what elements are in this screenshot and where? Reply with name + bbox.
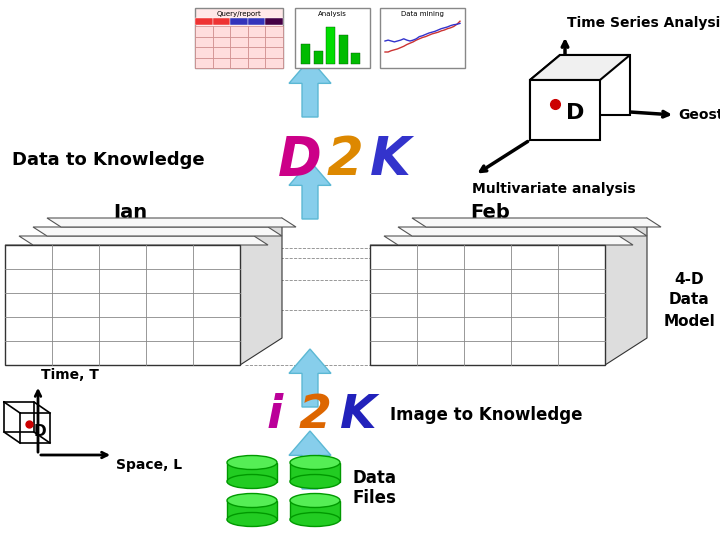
Text: Jan: Jan [113, 203, 147, 222]
Polygon shape [384, 236, 633, 245]
Ellipse shape [290, 456, 340, 469]
FancyBboxPatch shape [248, 57, 266, 68]
FancyBboxPatch shape [301, 44, 310, 64]
Ellipse shape [227, 494, 277, 508]
FancyBboxPatch shape [195, 26, 212, 37]
Polygon shape [370, 245, 619, 254]
Polygon shape [605, 218, 647, 365]
Polygon shape [530, 55, 630, 80]
Ellipse shape [290, 512, 340, 526]
FancyBboxPatch shape [195, 47, 212, 57]
Polygon shape [47, 218, 296, 227]
FancyBboxPatch shape [248, 37, 266, 47]
Text: Image to Knowledge: Image to Knowledge [390, 406, 582, 424]
FancyBboxPatch shape [195, 57, 212, 68]
FancyBboxPatch shape [380, 8, 465, 68]
Text: Space, L: Space, L [116, 458, 182, 472]
FancyBboxPatch shape [266, 47, 283, 57]
FancyBboxPatch shape [290, 501, 340, 519]
FancyBboxPatch shape [339, 36, 348, 64]
Text: Data mining: Data mining [401, 11, 444, 17]
FancyBboxPatch shape [266, 37, 283, 47]
Polygon shape [560, 55, 630, 115]
FancyBboxPatch shape [5, 245, 240, 365]
FancyBboxPatch shape [212, 18, 230, 25]
Text: 4-D
Data
Model: 4-D Data Model [663, 272, 715, 328]
Polygon shape [289, 59, 331, 117]
FancyBboxPatch shape [195, 8, 283, 68]
FancyBboxPatch shape [266, 57, 283, 68]
FancyBboxPatch shape [212, 47, 230, 57]
Polygon shape [5, 245, 254, 254]
Ellipse shape [290, 475, 340, 489]
Polygon shape [33, 227, 282, 236]
FancyBboxPatch shape [195, 37, 212, 47]
FancyBboxPatch shape [212, 57, 230, 68]
FancyBboxPatch shape [230, 26, 248, 37]
FancyBboxPatch shape [230, 18, 248, 25]
Ellipse shape [227, 475, 277, 489]
Polygon shape [289, 161, 331, 219]
FancyBboxPatch shape [290, 462, 340, 482]
Polygon shape [289, 431, 331, 489]
Ellipse shape [227, 456, 277, 469]
Polygon shape [412, 218, 661, 227]
Text: Time Series Analysis: Time Series Analysis [567, 16, 720, 30]
Polygon shape [398, 227, 647, 236]
FancyBboxPatch shape [248, 26, 266, 37]
Text: K: K [369, 134, 410, 186]
Text: Analysis: Analysis [318, 11, 347, 17]
Text: Query/report: Query/report [217, 11, 261, 17]
FancyBboxPatch shape [230, 47, 248, 57]
Polygon shape [19, 236, 268, 245]
FancyBboxPatch shape [227, 462, 277, 482]
Ellipse shape [227, 512, 277, 526]
FancyBboxPatch shape [248, 47, 266, 57]
Text: Feb: Feb [470, 203, 510, 222]
Polygon shape [530, 55, 560, 140]
FancyBboxPatch shape [212, 37, 230, 47]
FancyBboxPatch shape [266, 18, 283, 25]
FancyBboxPatch shape [351, 53, 361, 64]
Polygon shape [240, 218, 282, 365]
Text: Data
Files: Data Files [352, 469, 396, 508]
FancyBboxPatch shape [230, 57, 248, 68]
Polygon shape [289, 349, 331, 407]
FancyBboxPatch shape [230, 37, 248, 47]
FancyBboxPatch shape [370, 245, 605, 365]
FancyBboxPatch shape [326, 26, 336, 64]
FancyBboxPatch shape [248, 18, 266, 25]
Text: 2: 2 [327, 134, 364, 186]
Text: Data to Knowledge: Data to Knowledge [12, 151, 204, 169]
Text: Multivariate analysis: Multivariate analysis [472, 182, 636, 196]
Polygon shape [530, 80, 600, 140]
Text: K: K [340, 393, 377, 437]
FancyBboxPatch shape [227, 501, 277, 519]
Ellipse shape [290, 494, 340, 508]
Text: D: D [567, 103, 585, 123]
Text: i: i [267, 393, 283, 437]
FancyBboxPatch shape [195, 18, 212, 25]
FancyBboxPatch shape [212, 26, 230, 37]
FancyBboxPatch shape [314, 51, 323, 64]
Text: D: D [33, 423, 46, 438]
Text: Time, T: Time, T [41, 368, 99, 382]
FancyBboxPatch shape [266, 26, 283, 37]
Text: D: D [278, 134, 322, 186]
Text: 2: 2 [299, 393, 331, 437]
FancyBboxPatch shape [295, 8, 370, 68]
Text: Geostatistics: Geostatistics [678, 108, 720, 122]
